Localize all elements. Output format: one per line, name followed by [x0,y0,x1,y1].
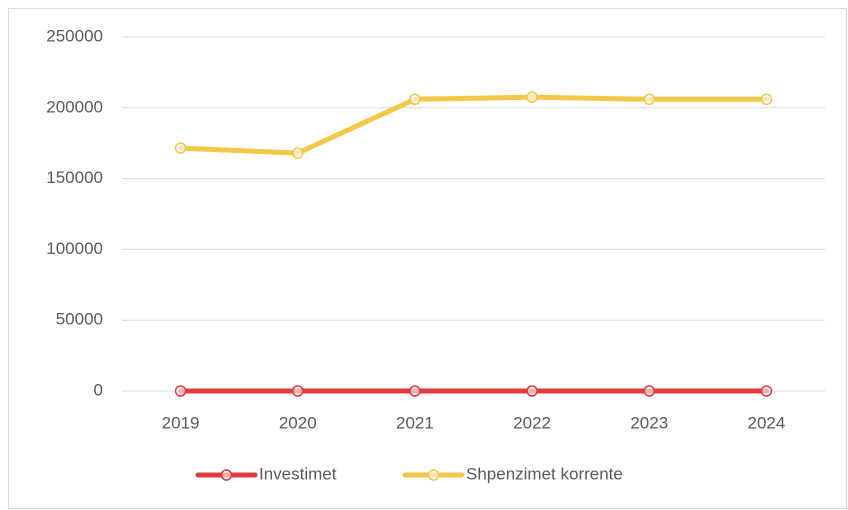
chart-frame [8,8,847,509]
point-marker [526,91,538,103]
legend-marker [220,469,233,481]
point-marker [292,147,304,159]
legend-label: Shpenzimet korrente [466,464,623,483]
point-marker [409,385,421,397]
y-tick-label: 50000 [56,310,103,329]
x-tick-label: 2024 [748,413,786,432]
y-tick-label: 200000 [46,97,103,116]
x-tick-label: 2022 [513,413,551,432]
point-marker [643,385,655,397]
point-marker [174,142,187,154]
legend-label: Investimet [259,464,337,483]
point-marker [760,385,773,397]
x-tick-label: 2020 [279,413,317,432]
point-marker [643,93,655,106]
point-marker [526,385,538,397]
legend-marker [427,469,440,481]
point-marker [409,93,421,106]
x-tick-label: 2021 [396,413,434,432]
point-marker [760,93,773,106]
x-tick-label: 2019 [162,413,200,432]
point-marker [174,385,187,397]
x-tick-label: 2023 [630,413,668,432]
point-marker [292,385,304,397]
y-tick-label: 0 [94,380,103,399]
y-tick-label: 100000 [46,239,103,258]
y-tick-label: 150000 [46,168,103,187]
series-line [178,94,769,156]
y-tick-label: 250000 [46,26,103,45]
